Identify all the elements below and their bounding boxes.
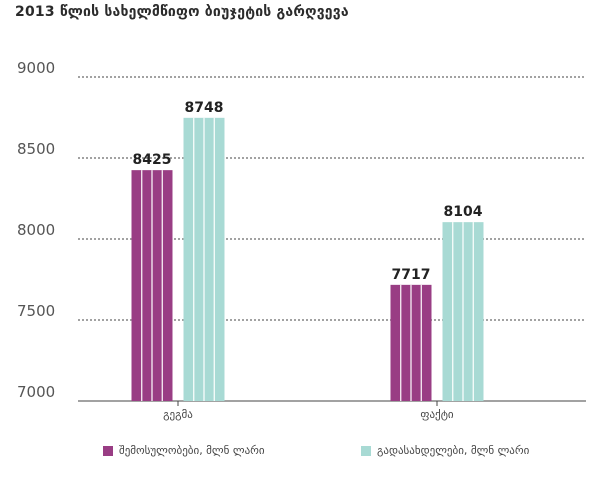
legend-label-expenditure: გადასახდელები, მლნ ლარი xyxy=(377,444,530,457)
y-tick-label: 7500 xyxy=(17,302,55,320)
data-label: 8748 xyxy=(185,100,224,116)
x-tick-label: გეგმა xyxy=(163,408,193,421)
legend-swatch-expenditure xyxy=(361,445,371,456)
y-tick-label: 8000 xyxy=(17,221,55,239)
legend-swatch-revenue xyxy=(103,445,113,456)
chart-title: 2013 წლის სახელმწიფო ბიუჯეტის გარღვევა xyxy=(15,4,349,20)
bars xyxy=(131,117,484,401)
legend-item-revenue: შემოსულობები, მლნ ლარი xyxy=(103,444,265,457)
legend-item-expenditure: გადასახდელები, მლნ ლარი xyxy=(361,444,529,457)
data-label: 7717 xyxy=(392,267,431,283)
y-tick-label: 7000 xyxy=(17,383,55,401)
y-tick-label: 9000 xyxy=(17,59,55,77)
x-tick-label: ფაქტი xyxy=(420,408,454,421)
x-axis-ticks: გეგმა ფაქტი xyxy=(163,401,454,421)
legend-label-revenue: შემოსულობები, მლნ ლარი xyxy=(119,444,265,457)
y-axis-ticks: 9000 8500 8000 7500 7000 xyxy=(17,59,55,401)
data-label: 8104 xyxy=(444,204,483,220)
data-labels: 8425 8748 7717 8104 xyxy=(133,100,483,283)
y-tick-label: 8500 xyxy=(17,140,55,158)
data-label: 8425 xyxy=(133,152,172,168)
